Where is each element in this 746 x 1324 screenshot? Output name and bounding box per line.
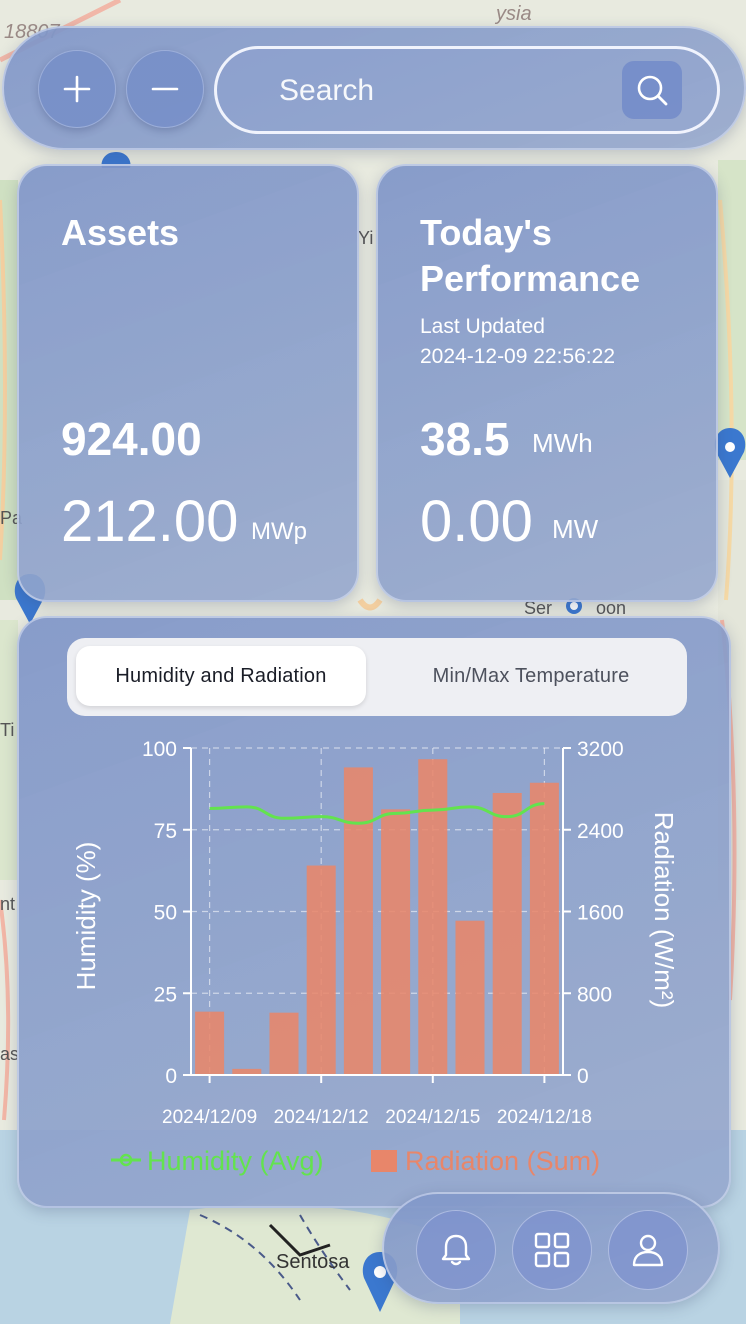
map-pin[interactable]: [714, 428, 746, 478]
tab-min-max-temperature[interactable]: Min/Max Temperature: [432, 664, 630, 687]
performance-title-line2: Performance: [420, 258, 641, 299]
last-updated-value: 2024-12-09 22:56:22: [420, 345, 615, 368]
legend-radiation-label: Radiation (Sum): [405, 1146, 600, 1176]
y-tick-label-left: 25: [154, 983, 177, 1006]
power-value: 0.00: [420, 489, 533, 554]
y-tick-label-left: 50: [154, 902, 177, 925]
performance-card: Today's Performance Last Updated 2024-12…: [376, 164, 718, 602]
plus-icon: [63, 75, 91, 103]
user-icon: [632, 1234, 664, 1267]
zoom-out-button[interactable]: [126, 50, 204, 128]
search-input[interactable]: [279, 69, 609, 113]
assets-capacity: 212.00: [61, 489, 239, 554]
bottom-navigation: [382, 1192, 720, 1304]
map-pin[interactable]: [566, 598, 582, 614]
map-label: as: [0, 1044, 19, 1064]
radiation-bar[interactable]: [195, 1011, 225, 1075]
tab-humidity-radiation[interactable]: Humidity and Radiation: [76, 646, 366, 706]
legend-humidity[interactable]: Humidity (Avg): [111, 1146, 324, 1176]
radiation-bar[interactable]: [232, 1068, 262, 1075]
profile-button[interactable]: [608, 1210, 688, 1290]
chart-tabs: Humidity and Radiation Min/Max Temperatu…: [67, 638, 687, 716]
grid-icon: [534, 1232, 570, 1268]
map-label: oon: [596, 598, 626, 618]
map-label: Sentosa: [276, 1251, 350, 1273]
dashboard-button[interactable]: [512, 1210, 592, 1290]
assets-count: 924.00: [61, 413, 202, 465]
bell-icon: [441, 1234, 471, 1266]
radiation-bar[interactable]: [529, 782, 559, 1075]
ylabel-left: Humidity (%): [71, 842, 101, 991]
search-button[interactable]: [622, 61, 682, 119]
search-icon: [637, 75, 668, 106]
top-toolbar: [2, 26, 746, 150]
notifications-button[interactable]: [416, 1210, 496, 1290]
y-tick-label-right: 1600: [577, 902, 624, 925]
radiation-bar[interactable]: [343, 767, 373, 1075]
y-tick-label-right: 3200: [577, 738, 624, 761]
x-tick-label: 2024/12/09: [162, 1107, 257, 1128]
map-label: ysia: [494, 3, 532, 25]
map-label: Ser: [524, 598, 552, 618]
chart-axes: 0 25 50 75 100 0 800 1600 2400 3200 2024/12/09 2024…: [142, 738, 624, 1128]
map-label: Ti: [0, 720, 14, 740]
map-label: nt: [0, 894, 15, 914]
radiation-bar[interactable]: [381, 809, 411, 1075]
humidity-radiation-chart: 0 25 50 75 100 0 800 1600 2400 3200 2024/12/09 2024…: [71, 738, 679, 1176]
y-tick-label-left: 0: [165, 1065, 177, 1088]
power-unit: MW: [552, 514, 599, 544]
minus-icon: [151, 87, 179, 91]
x-tick-label: 2024/12/15: [385, 1107, 480, 1128]
radiation-bar[interactable]: [492, 792, 522, 1075]
humidity-line[interactable]: [209, 802, 545, 825]
humidity-line-group: [209, 802, 545, 825]
zoom-in-button[interactable]: [38, 50, 116, 128]
legend-radiation[interactable]: Radiation (Sum): [371, 1146, 600, 1176]
x-tick-label: 2024/12/18: [497, 1107, 592, 1128]
y-tick-label-right: 2400: [577, 820, 624, 843]
chart-labels: Humidity (%) Radiation (W/m²): [71, 812, 679, 1008]
assets-card: Assets 924.00 212.00 MWp: [17, 164, 359, 602]
radiation-bar[interactable]: [269, 1012, 299, 1075]
assets-title: Assets: [61, 212, 180, 253]
y-tick-label-right: 0: [577, 1065, 589, 1088]
chart-legend: Humidity (Avg) Radiation (Sum): [111, 1146, 600, 1176]
assets-capacity-unit: MWp: [251, 518, 307, 545]
radiation-bar[interactable]: [455, 920, 485, 1075]
weather-chart-panel: Humidity and Radiation Min/Max Temperatu…: [17, 616, 731, 1208]
energy-unit: MWh: [532, 428, 593, 458]
y-tick-label-left: 75: [154, 820, 177, 843]
y-tick-label-right: 800: [577, 983, 612, 1006]
energy-value: 38.5: [420, 413, 510, 465]
search-box: [214, 46, 720, 134]
radiation-bar[interactable]: [418, 759, 448, 1075]
y-tick-label-left: 100: [142, 738, 177, 761]
performance-title-line1: Today's: [420, 212, 552, 253]
legend-humidity-label: Humidity (Avg): [147, 1146, 324, 1176]
ylabel-right: Radiation (W/m²): [649, 812, 679, 1008]
radiation-bar[interactable]: [306, 865, 336, 1075]
map-label: Yi: [358, 228, 373, 248]
x-tick-label: 2024/12/12: [274, 1107, 369, 1128]
last-updated-label: Last Updated: [420, 315, 545, 338]
